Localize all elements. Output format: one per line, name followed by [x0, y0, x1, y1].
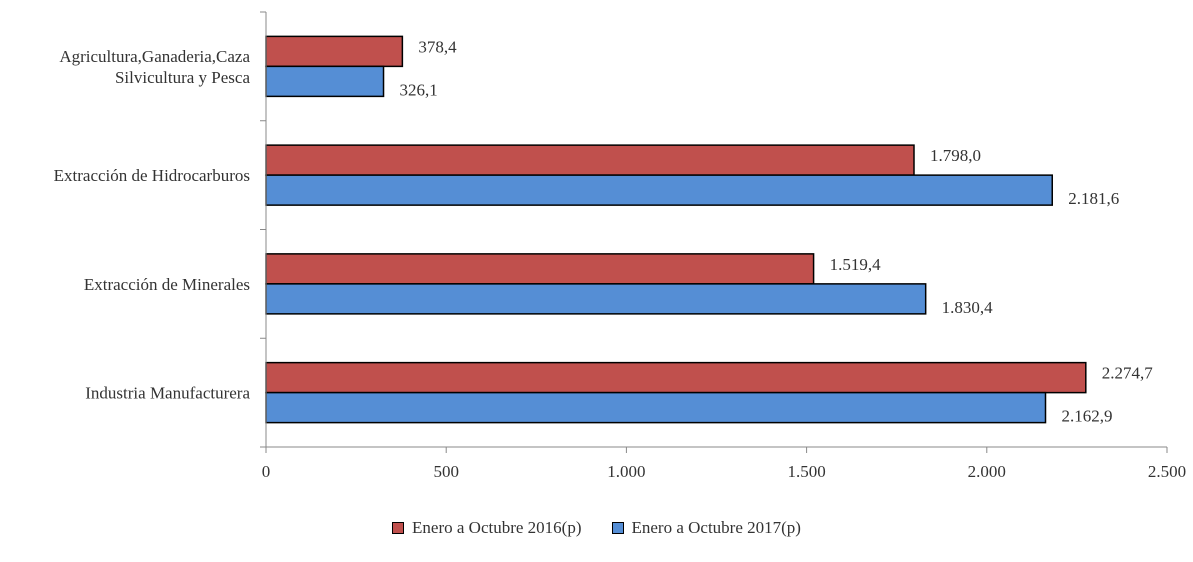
data-label-s0-c2: 1.519,4	[830, 255, 882, 274]
data-label-s0-c0: 378,4	[418, 37, 457, 56]
category-label-3: Industria Manufacturera	[85, 384, 250, 403]
category-label-0: Agricultura,Ganaderia,Caza Silvicultura y…	[59, 47, 250, 87]
bars-group	[265, 35, 1087, 424]
bar-s1-c1	[265, 174, 1053, 206]
bar-chart: 378,4 326,1 1.798,0 2.181,6 1.519,4 1.830,4 2.…	[54, 11, 1186, 481]
data-label-s1-c1: 2.181,6	[1068, 189, 1119, 208]
bar-s1-c0	[265, 65, 385, 98]
category-label-1: Extracción de Hidrocarburos	[54, 166, 250, 185]
bar-s0-c0	[265, 35, 404, 68]
legend: Enero a Octubre 2016(p) Enero a Octubre …	[0, 518, 1193, 538]
data-label-s0-c3: 2.274,7	[1102, 364, 1154, 383]
bar-s0-c3	[265, 361, 1087, 394]
x-tick-label-5: 2.500	[1148, 462, 1186, 481]
axes-group: Agricultura,Ganaderia,Caza Silvicultura y…	[54, 11, 1186, 481]
bar-s0-c2	[265, 253, 815, 285]
legend-label-2016: Enero a Octubre 2016(p)	[412, 518, 582, 537]
x-tick-label-1: 500	[433, 462, 459, 481]
legend-label-2017: Enero a Octubre 2017(p)	[631, 518, 801, 537]
legend-item-2017: Enero a Octubre 2017(p)	[611, 518, 801, 538]
x-tick-label-4: 2.000	[968, 462, 1006, 481]
data-label-s1-c2: 1.830,4	[942, 298, 994, 317]
bar-s1-c2	[265, 283, 927, 315]
bar-s1-c3	[265, 391, 1047, 424]
x-tick-label-3: 1.500	[787, 462, 825, 481]
data-label-s0-c1: 1.798,0	[930, 146, 981, 165]
legend-swatch-2016	[392, 522, 405, 534]
data-label-s1-c0: 326,1	[400, 80, 438, 99]
bar-s0-c1	[265, 144, 915, 176]
category-label-2: Extracción de Minerales	[84, 275, 250, 294]
x-tick-label-2: 1.000	[607, 462, 645, 481]
legend-item-2016: Enero a Octubre 2016(p)	[392, 518, 582, 538]
data-label-s1-c3: 2.162,9	[1062, 407, 1113, 426]
legend-swatch-2017	[611, 522, 624, 534]
data-labels-group: 378,4 326,1 1.798,0 2.181,6 1.519,4 1.830,4 2.…	[400, 37, 1154, 425]
x-tick-label-0: 0	[262, 462, 271, 481]
